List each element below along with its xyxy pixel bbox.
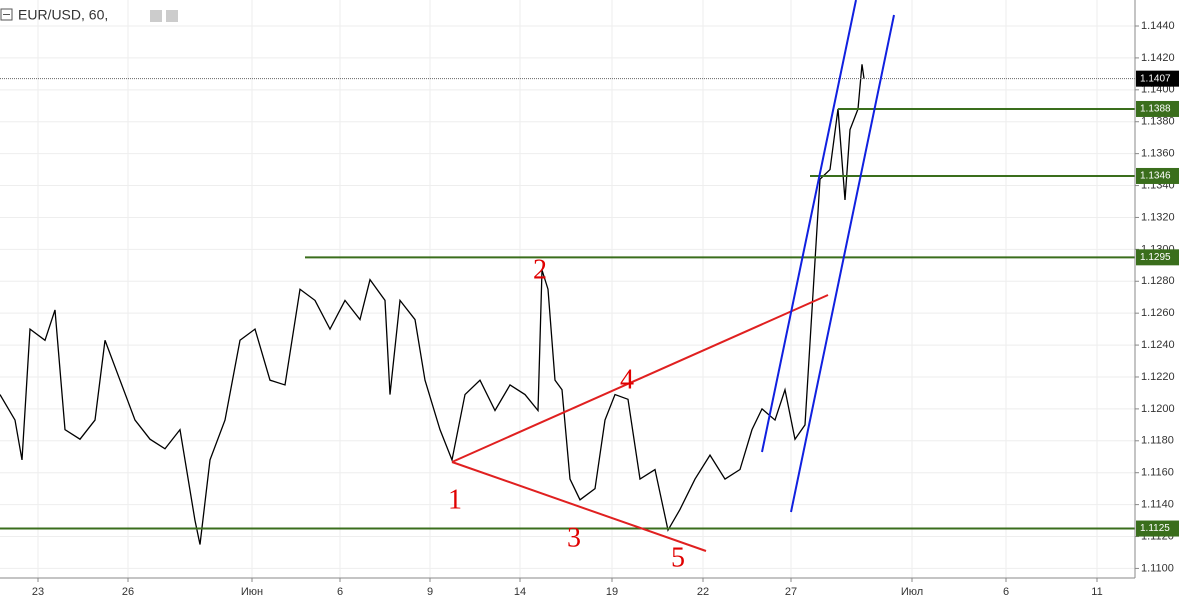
level-label: 1.1125	[1140, 523, 1170, 534]
y-tick-label: 1.1400	[1141, 84, 1175, 96]
trend-line	[451, 294, 829, 463]
wave-label: 2	[533, 254, 547, 285]
wave-label: 5	[671, 542, 685, 573]
level-box	[1136, 100, 1179, 117]
level-label: 1.1295	[1140, 252, 1171, 263]
axes: 1.11001.11201.11401.11601.11801.12001.12…	[32, 20, 1179, 598]
level-label: 1.1346	[1140, 171, 1171, 182]
y-tick-label: 1.1100	[1141, 562, 1174, 574]
grid	[0, 0, 1135, 578]
x-tick-label: 14	[514, 586, 526, 598]
wave-label: 3	[567, 522, 581, 553]
x-tick-label: 23	[32, 586, 44, 598]
wave-labels: 1 2 3 4 5	[448, 254, 685, 573]
y-tick-label: 1.1440	[1141, 20, 1175, 32]
level-label: 1.1388	[1140, 104, 1171, 115]
y-tick-label: 1.1280	[1141, 275, 1175, 287]
settings-icon[interactable]	[150, 10, 162, 22]
level-box	[1136, 249, 1179, 266]
x-tick-label: 6	[337, 586, 343, 598]
x-tick-label: 27	[785, 586, 797, 598]
plot	[0, 64, 1135, 545]
level-box	[1136, 520, 1179, 537]
close-icon[interactable]	[166, 10, 178, 22]
y-tick-label: 1.1360	[1141, 148, 1175, 160]
x-tick-label: 22	[697, 586, 709, 598]
symbol-title: EUR/USD, 60,	[18, 7, 108, 23]
trend-line	[451, 461, 707, 552]
channel-line	[790, 14, 895, 513]
price-line	[0, 64, 865, 545]
level-box	[1136, 167, 1179, 184]
y-tick-label: 1.1380	[1141, 116, 1175, 128]
x-tick-label: 11	[1091, 586, 1102, 598]
x-tick-label: 19	[606, 586, 618, 598]
x-tick-label: Июл	[901, 586, 923, 598]
y-tick-label: 1.1160	[1141, 467, 1174, 479]
x-tick-label: 26	[122, 586, 134, 598]
y-axis-bg	[1135, 0, 1179, 603]
y-tick-label: 1.1260	[1141, 307, 1175, 319]
y-tick-label: 1.1240	[1141, 339, 1175, 351]
x-tick-label: 6	[1003, 586, 1009, 598]
wave-label: 1	[448, 484, 462, 515]
y-tick-label: 1.1200	[1141, 403, 1175, 415]
wave-label: 4	[620, 364, 634, 395]
y-tick-label: 1.1140	[1141, 499, 1174, 511]
current-price-box	[1136, 70, 1179, 87]
y-tick-label: 1.1220	[1141, 371, 1175, 383]
channel-line	[761, 0, 857, 453]
y-tick-label: 1.1320	[1141, 211, 1175, 223]
x-tick-label: Июн	[241, 586, 263, 598]
y-tick-label: 1.1180	[1141, 435, 1174, 447]
drawings	[451, 0, 895, 552]
y-tick-label: 1.1420	[1141, 52, 1175, 64]
x-tick-label: 9	[427, 586, 433, 598]
current-price-label: 1.1407	[1140, 73, 1171, 84]
